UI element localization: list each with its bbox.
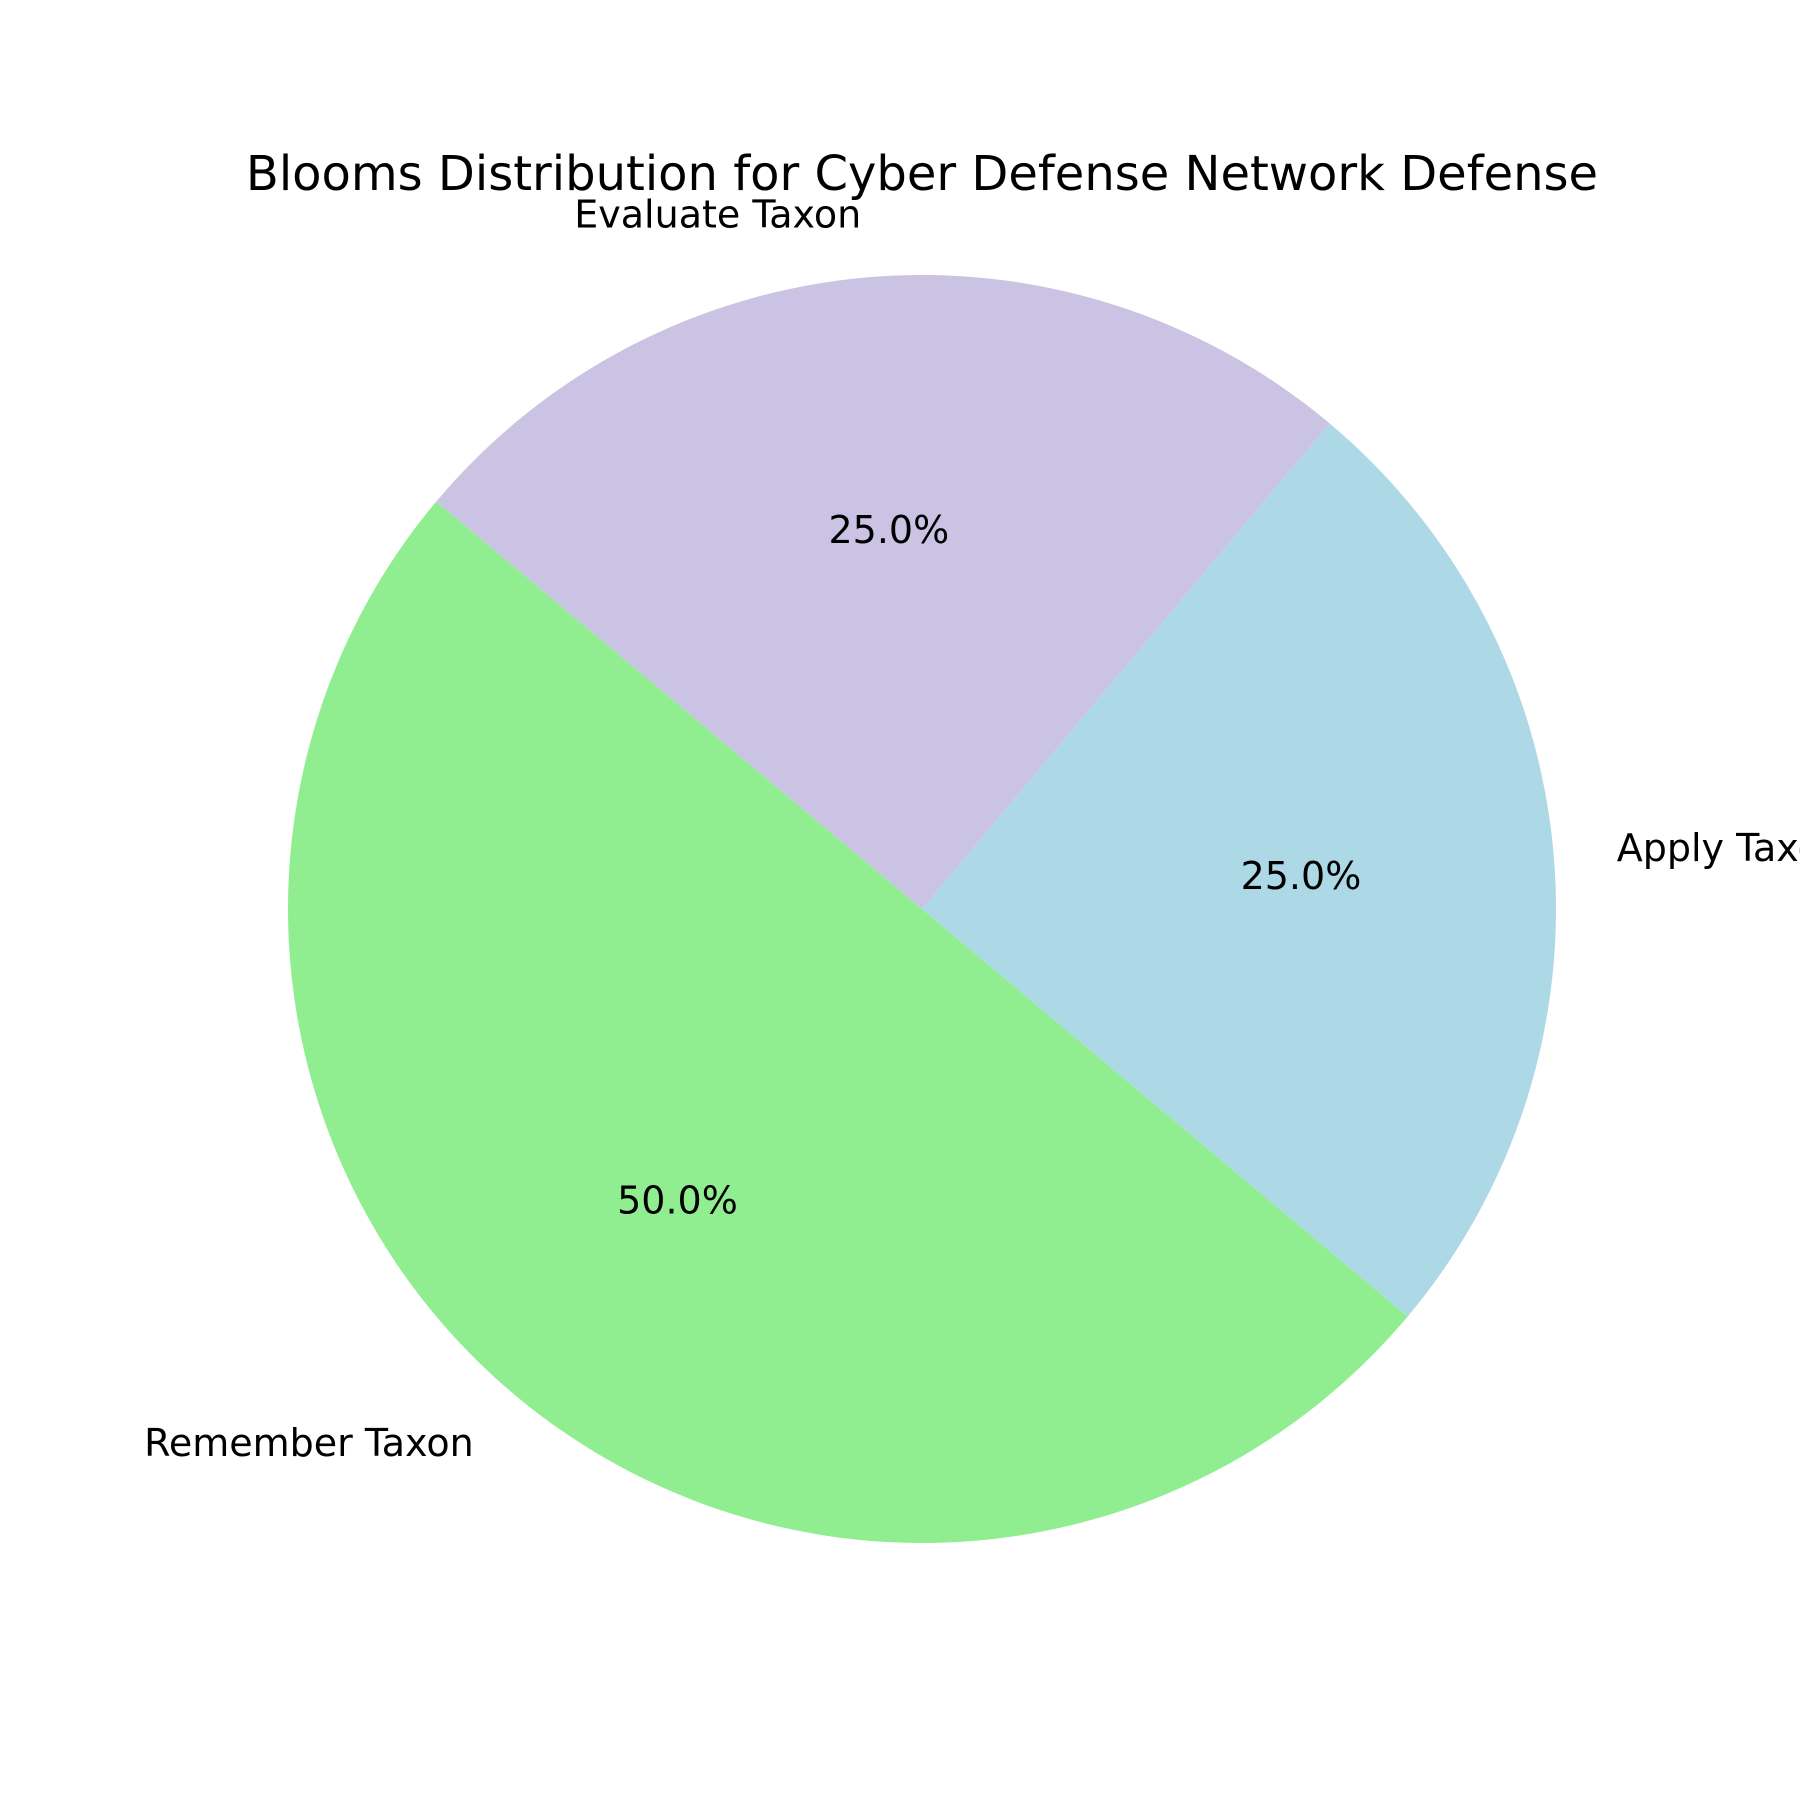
slice-category-label: Remember Taxon xyxy=(144,1421,474,1465)
slice-percentage-label: 25.0% xyxy=(1241,854,1362,898)
pie-slice-evaluate-taxon xyxy=(436,275,1330,909)
pie-slice-apply-taxon xyxy=(922,423,1556,1317)
slice-category-label: Evaluate Taxon xyxy=(574,192,861,236)
pie-labels: 50.0% Remember Taxon 25.0% Apply Taxon 25.0%… xyxy=(144,192,1800,1465)
slice-percentage-label: 50.0% xyxy=(617,1178,738,1222)
pie-slices xyxy=(288,275,1556,1544)
slice-category-label: Apply Taxon xyxy=(1617,826,1800,870)
pie-slice-remember-taxon xyxy=(288,501,1408,1544)
chart-title: Blooms Distribution for Cyber Defense Ne… xyxy=(246,146,1598,202)
slice-percentage-label: 25.0% xyxy=(828,508,949,552)
